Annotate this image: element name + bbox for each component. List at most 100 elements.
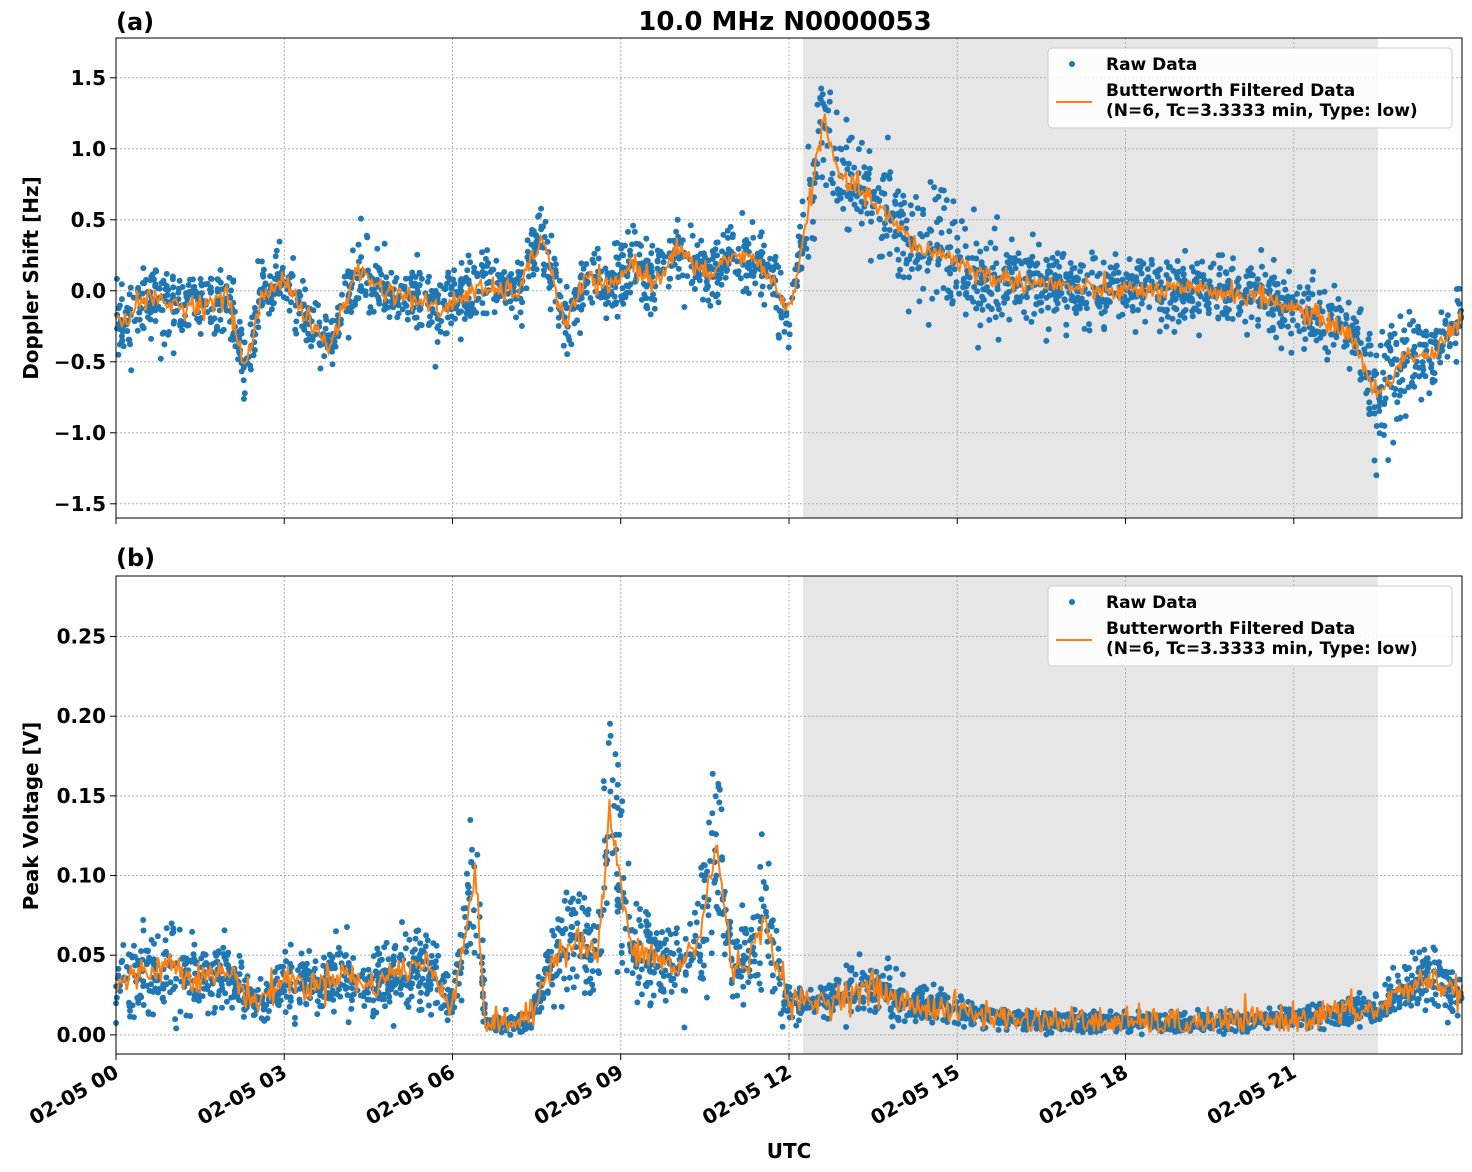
raw-data-point <box>483 310 490 317</box>
raw-data-point <box>299 277 306 284</box>
raw-data-point <box>297 962 304 969</box>
raw-data-point <box>1397 387 1404 394</box>
raw-data-point <box>591 250 598 257</box>
raw-data-point <box>968 294 975 301</box>
raw-data-point <box>866 148 873 155</box>
raw-data-point <box>384 304 391 311</box>
raw-data-point <box>508 305 515 312</box>
raw-data-point <box>130 1014 137 1021</box>
raw-data-point <box>675 274 682 281</box>
raw-data-point <box>426 273 432 280</box>
raw-data-point <box>1438 309 1445 316</box>
raw-data-point <box>1452 340 1459 347</box>
raw-data-point <box>734 938 741 945</box>
raw-data-point <box>570 906 577 913</box>
raw-data-point <box>674 216 681 223</box>
raw-data-point <box>1442 1002 1449 1009</box>
raw-data-point <box>395 310 402 317</box>
raw-data-point <box>925 259 932 266</box>
panel-a-y-ticks: −1.5−1.0−0.50.00.51.01.5 <box>54 66 116 516</box>
raw-data-point <box>1402 413 1409 420</box>
raw-data-point <box>1393 356 1400 363</box>
raw-data-point <box>951 1019 958 1026</box>
raw-data-point <box>361 1003 368 1009</box>
raw-data-point <box>168 920 175 927</box>
raw-data-point <box>754 250 761 257</box>
raw-data-point <box>1154 268 1161 275</box>
raw-data-point <box>1203 302 1210 309</box>
raw-data-point <box>439 1003 446 1010</box>
raw-data-point <box>799 198 806 205</box>
raw-data-point <box>1320 330 1327 337</box>
raw-data-point <box>544 238 551 245</box>
raw-data-point <box>1433 341 1440 348</box>
raw-data-point <box>1349 349 1356 356</box>
raw-data-point <box>466 889 473 896</box>
raw-data-point <box>636 974 643 981</box>
raw-data-point <box>629 241 636 248</box>
raw-data-point <box>618 242 625 249</box>
raw-data-point <box>470 306 477 313</box>
raw-data-point <box>1316 299 1323 306</box>
raw-data-point <box>1018 260 1025 267</box>
raw-data-point <box>1011 255 1018 262</box>
raw-data-point <box>424 278 431 285</box>
raw-data-point <box>148 335 155 342</box>
raw-data-point <box>448 285 455 292</box>
raw-data-point <box>414 251 421 258</box>
raw-data-point <box>977 322 984 329</box>
raw-data-point <box>936 215 943 222</box>
raw-data-point <box>1411 343 1418 350</box>
raw-data-point <box>830 190 837 197</box>
raw-data-point <box>1199 258 1206 265</box>
raw-data-point <box>696 277 703 284</box>
raw-data-point <box>958 218 965 225</box>
raw-data-point <box>691 909 698 916</box>
raw-data-point <box>1373 472 1380 479</box>
raw-data-point <box>1043 337 1050 344</box>
raw-data-point <box>1357 369 1364 376</box>
legend-filtered-label: (N=6, Tc=3.3333 min, Type: low) <box>1106 101 1418 121</box>
raw-data-point <box>775 945 782 952</box>
raw-data-point <box>703 994 710 1001</box>
raw-data-point <box>565 333 572 340</box>
raw-data-point <box>933 289 940 295</box>
raw-data-point <box>989 264 996 271</box>
raw-data-point <box>1196 332 1203 339</box>
raw-data-point <box>649 242 656 249</box>
raw-data-point <box>744 264 751 271</box>
raw-data-point <box>644 257 651 264</box>
raw-data-point <box>1174 289 1181 296</box>
raw-data-point <box>464 870 470 877</box>
raw-data-point <box>523 285 530 292</box>
raw-data-point <box>577 330 584 337</box>
raw-data-point <box>1270 311 1276 318</box>
raw-data-point <box>759 283 766 290</box>
raw-data-point <box>988 291 995 297</box>
raw-data-point <box>1071 265 1078 271</box>
raw-data-point <box>1289 317 1296 324</box>
raw-data-point <box>653 930 660 937</box>
raw-data-point <box>885 173 892 180</box>
raw-data-point <box>809 235 816 241</box>
raw-data-point <box>335 944 342 951</box>
raw-data-point <box>366 309 373 316</box>
raw-data-point <box>432 363 439 370</box>
raw-data-point <box>975 300 982 307</box>
raw-data-point <box>1254 276 1261 283</box>
raw-data-point <box>282 1009 289 1016</box>
raw-data-point <box>1456 976 1463 983</box>
raw-data-point <box>818 85 825 92</box>
raw-data-point <box>975 344 982 351</box>
raw-data-point <box>463 310 470 317</box>
raw-data-point <box>192 288 199 295</box>
raw-data-point <box>1331 282 1338 289</box>
raw-data-point <box>561 975 568 982</box>
raw-data-point <box>197 331 204 337</box>
raw-data-point <box>614 902 621 909</box>
raw-data-point <box>827 176 834 183</box>
raw-data-point <box>1423 347 1430 354</box>
raw-data-point <box>1136 266 1143 273</box>
raw-data-point <box>119 957 126 964</box>
raw-data-point <box>757 960 763 967</box>
